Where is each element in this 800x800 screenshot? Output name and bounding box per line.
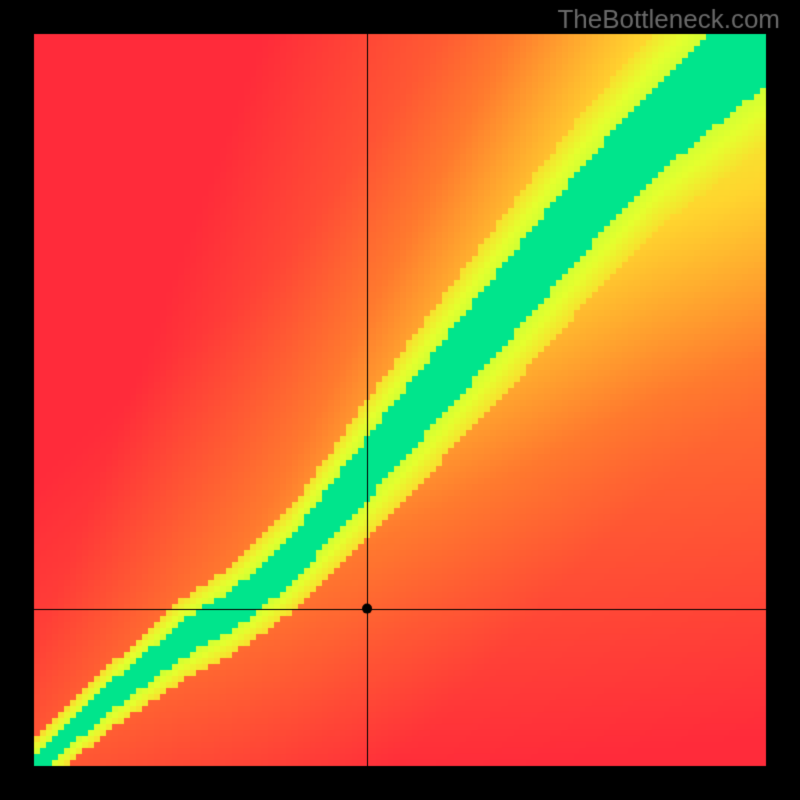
chart-container [0, 0, 800, 800]
bottleneck-heatmap [0, 0, 800, 800]
